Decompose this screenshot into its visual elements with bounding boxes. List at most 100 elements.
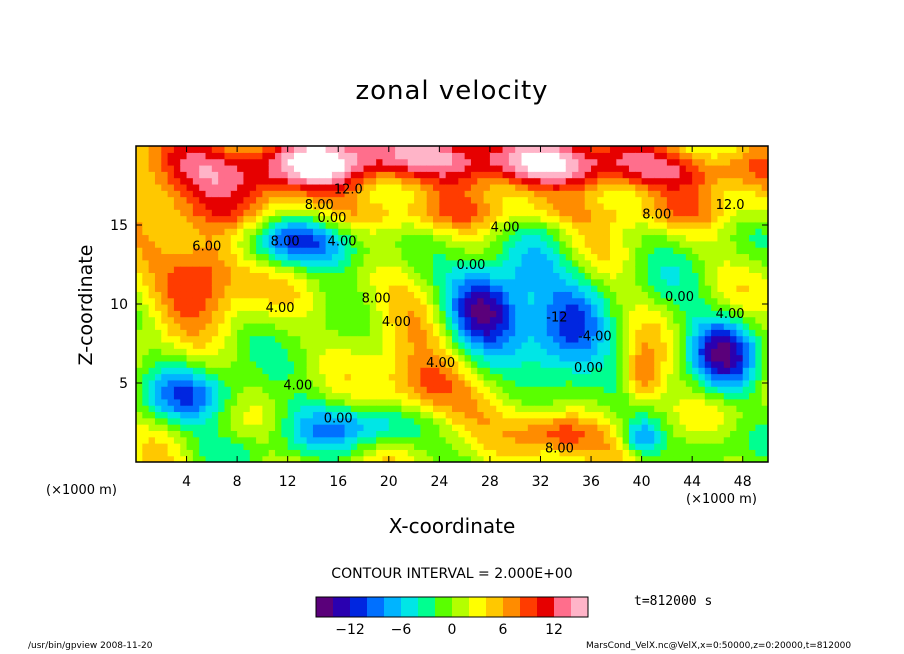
field-cell bbox=[369, 405, 377, 413]
field-cell bbox=[395, 341, 403, 349]
field-cell bbox=[445, 183, 453, 191]
field-cell bbox=[161, 247, 169, 255]
field-cell bbox=[559, 341, 567, 349]
field-cell bbox=[749, 360, 756, 368]
field-cell bbox=[249, 234, 257, 242]
field-cell bbox=[205, 190, 213, 198]
field-cell bbox=[704, 209, 712, 217]
field-cell bbox=[230, 354, 238, 362]
field-cell bbox=[256, 209, 263, 217]
field-cell bbox=[452, 411, 459, 419]
field-cell bbox=[420, 146, 428, 153]
field-cell bbox=[749, 373, 756, 381]
field-cell bbox=[553, 310, 561, 318]
field-cell bbox=[338, 411, 346, 419]
field-cell bbox=[445, 171, 453, 179]
field-cell bbox=[439, 379, 447, 387]
field-cell bbox=[407, 335, 415, 343]
field-cell bbox=[553, 455, 561, 462]
field-cell bbox=[357, 240, 365, 248]
field-cell bbox=[357, 379, 365, 387]
field-cell bbox=[338, 335, 346, 343]
field-cell bbox=[749, 386, 756, 394]
field-cell bbox=[458, 455, 466, 462]
field-cell bbox=[578, 436, 586, 444]
field-cell bbox=[218, 379, 226, 387]
field-cell bbox=[192, 259, 200, 267]
field-cell bbox=[357, 449, 365, 457]
field-cell bbox=[546, 228, 554, 236]
field-cell bbox=[685, 196, 693, 204]
field-cell bbox=[319, 234, 327, 242]
field-cell bbox=[230, 259, 238, 267]
field-cell bbox=[502, 240, 510, 248]
field-cell bbox=[489, 221, 497, 229]
field-cell bbox=[154, 234, 162, 242]
field-cell bbox=[464, 329, 472, 337]
field-cell bbox=[338, 221, 346, 229]
field-cell bbox=[363, 297, 371, 305]
field-cell bbox=[527, 430, 535, 438]
field-cell bbox=[161, 348, 169, 356]
field-cell bbox=[173, 379, 181, 387]
field-cell bbox=[243, 146, 251, 153]
field-cell bbox=[610, 329, 617, 337]
field-cell bbox=[597, 158, 605, 166]
field-cell bbox=[287, 202, 295, 210]
field-cell bbox=[641, 443, 649, 450]
field-cell bbox=[565, 424, 573, 431]
field-cell bbox=[647, 196, 655, 204]
field-cell bbox=[357, 146, 365, 153]
field-cell bbox=[464, 367, 472, 375]
field-cell bbox=[173, 291, 181, 299]
field-cell bbox=[698, 430, 706, 438]
field-cell bbox=[641, 266, 649, 273]
field-cell bbox=[230, 417, 238, 425]
field-cell bbox=[597, 240, 605, 248]
field-cell bbox=[458, 310, 466, 318]
field-cell bbox=[502, 335, 510, 343]
field-cell bbox=[628, 234, 636, 242]
field-cell bbox=[458, 417, 466, 425]
field-cell bbox=[211, 405, 219, 413]
field-cell bbox=[388, 285, 396, 292]
field-cell bbox=[433, 316, 440, 324]
field-cell bbox=[142, 152, 150, 160]
field-cell bbox=[224, 398, 232, 406]
field-cell bbox=[445, 449, 453, 457]
field-cell bbox=[401, 259, 409, 267]
field-cell bbox=[376, 152, 384, 160]
field-cell bbox=[414, 348, 421, 356]
field-cell bbox=[306, 373, 314, 381]
field-cell bbox=[578, 171, 586, 179]
field-cell bbox=[154, 322, 162, 330]
field-cell bbox=[369, 341, 377, 349]
field-cell bbox=[559, 272, 567, 280]
field-cell bbox=[692, 316, 700, 324]
field-cell bbox=[685, 228, 693, 236]
field-cell bbox=[319, 177, 327, 185]
field-cell bbox=[559, 348, 567, 356]
field-cell bbox=[572, 266, 579, 273]
field-cell bbox=[249, 202, 257, 210]
field-cell bbox=[730, 253, 737, 261]
field-cell bbox=[439, 373, 447, 381]
field-cell bbox=[464, 379, 472, 387]
field-cell bbox=[192, 360, 200, 368]
field-cell bbox=[464, 430, 472, 438]
field-cell bbox=[401, 240, 409, 248]
field-cell bbox=[749, 146, 756, 153]
field-cell bbox=[344, 259, 352, 267]
field-cell bbox=[534, 367, 542, 375]
field-cell bbox=[603, 373, 611, 381]
field-cell bbox=[211, 209, 219, 217]
field-cell bbox=[249, 190, 257, 198]
field-cell bbox=[470, 386, 478, 394]
field-cell bbox=[527, 436, 535, 444]
field-cell bbox=[628, 341, 636, 349]
field-cell bbox=[698, 411, 706, 419]
field-cell bbox=[458, 443, 466, 450]
field-cell bbox=[565, 417, 573, 425]
field-cell bbox=[388, 202, 396, 210]
field-cell bbox=[692, 417, 700, 425]
